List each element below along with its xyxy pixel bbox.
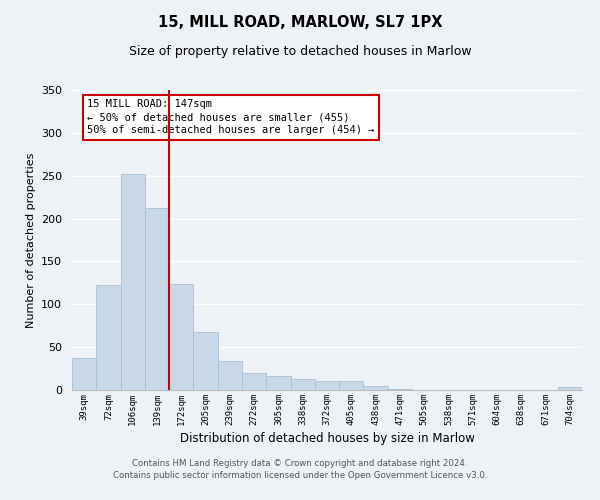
Bar: [266, 376, 290, 390]
Bar: [242, 373, 266, 390]
Bar: [388, 389, 412, 390]
Bar: [218, 361, 242, 390]
Bar: [339, 382, 364, 390]
Bar: [558, 386, 582, 390]
Text: Contains HM Land Registry data © Crown copyright and database right 2024.
Contai: Contains HM Land Registry data © Crown c…: [113, 458, 487, 480]
Bar: [121, 174, 145, 390]
Bar: [290, 379, 315, 390]
Bar: [145, 208, 169, 390]
X-axis label: Distribution of detached houses by size in Marlow: Distribution of detached houses by size …: [179, 432, 475, 445]
Bar: [72, 358, 96, 390]
Y-axis label: Number of detached properties: Number of detached properties: [26, 152, 35, 328]
Bar: [193, 332, 218, 390]
Bar: [169, 284, 193, 390]
Bar: [364, 386, 388, 390]
Bar: [315, 382, 339, 390]
Text: Size of property relative to detached houses in Marlow: Size of property relative to detached ho…: [128, 45, 472, 58]
Bar: [96, 286, 121, 390]
Text: 15 MILL ROAD: 147sqm
← 50% of detached houses are smaller (455)
50% of semi-deta: 15 MILL ROAD: 147sqm ← 50% of detached h…: [88, 99, 375, 136]
Text: 15, MILL ROAD, MARLOW, SL7 1PX: 15, MILL ROAD, MARLOW, SL7 1PX: [158, 15, 442, 30]
